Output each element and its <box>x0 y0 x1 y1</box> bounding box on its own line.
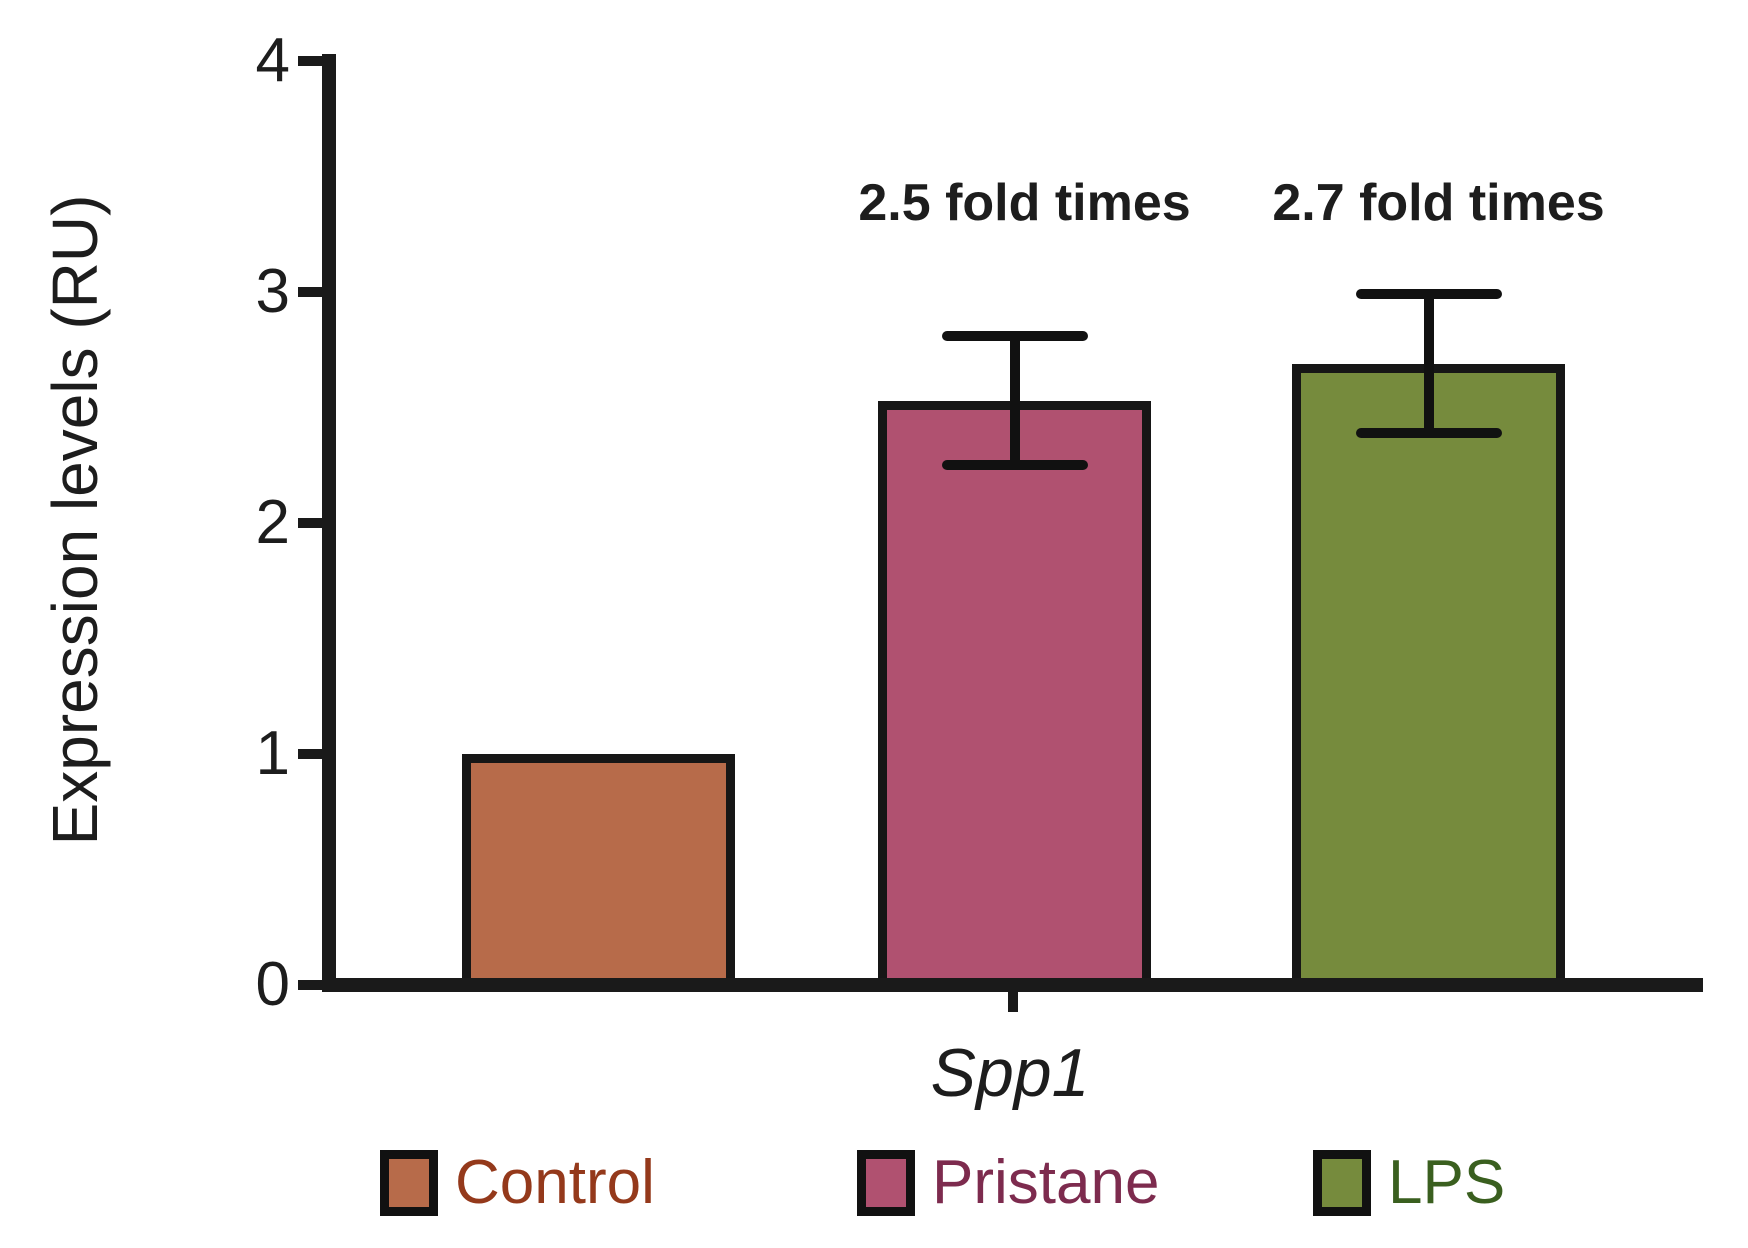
y-tick-mark <box>298 287 322 297</box>
legend-swatch-pristane <box>857 1150 915 1216</box>
legend-label-lps: LPS <box>1388 1148 1506 1217</box>
legend-swatch-lps <box>1313 1150 1371 1216</box>
error-bar-cap-pristane <box>941 460 1088 471</box>
y-tick-mark <box>298 749 322 759</box>
legend-swatch-control <box>380 1150 438 1216</box>
y-tick-mark <box>298 980 322 990</box>
x-category-label: Spp1 <box>930 1035 1090 1111</box>
fold-annotation-lps: 2.7 fold times <box>1272 174 1605 232</box>
bar-lps <box>1292 363 1565 992</box>
y-tick-label: 2 <box>255 488 290 557</box>
legend-item-pristane: Pristane <box>857 1146 1159 1220</box>
legend-item-control: Control <box>380 1146 655 1220</box>
x-axis-line <box>322 978 1703 992</box>
error-bar-cap-pristane <box>941 330 1088 341</box>
error-bar-cap-lps <box>1355 427 1502 438</box>
y-tick-mark <box>298 518 322 528</box>
y-tick-mark <box>298 56 322 66</box>
error-bar-line-lps <box>1423 294 1434 433</box>
legend-label-control: Control <box>455 1148 655 1217</box>
x-axis-tick <box>1008 992 1018 1012</box>
y-tick-label: 0 <box>255 950 290 1019</box>
fold-annotation-pristane: 2.5 fold times <box>858 174 1191 232</box>
bar-pristane <box>878 400 1151 992</box>
y-axis-title: Expression levels (RU) <box>39 194 111 846</box>
legend-label-pristane: Pristane <box>932 1148 1160 1217</box>
bar-control <box>462 754 735 992</box>
legend-item-lps: LPS <box>1313 1146 1505 1220</box>
error-bar-line-pristane <box>1009 335 1020 466</box>
y-tick-label: 4 <box>255 26 290 95</box>
y-axis-line <box>322 54 336 992</box>
y-tick-label: 3 <box>255 257 290 326</box>
error-bar-cap-lps <box>1355 289 1502 300</box>
y-tick-label: 1 <box>255 719 290 788</box>
